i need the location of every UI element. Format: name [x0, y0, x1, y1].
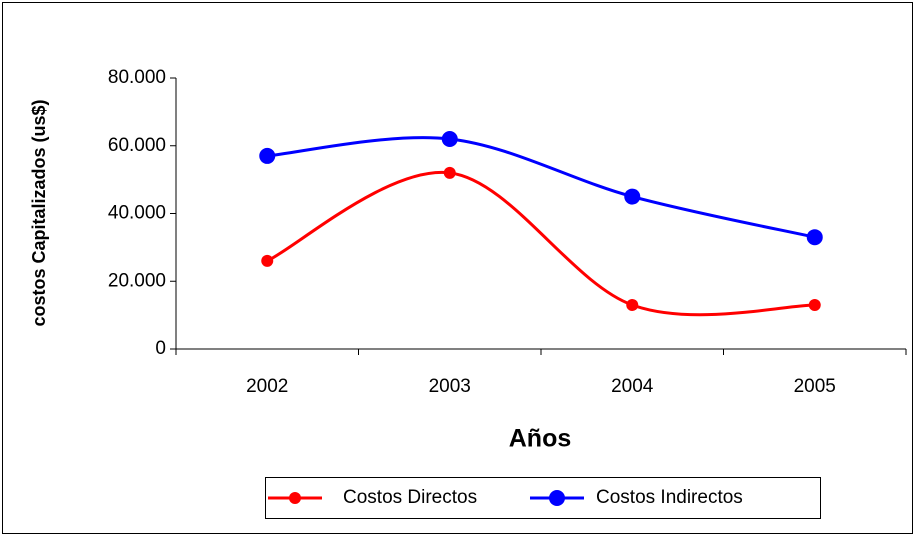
y-tick-label: 80.000: [108, 67, 166, 88]
y-axis-title: costos Capitalizados (us$): [29, 99, 49, 326]
series-line: [267, 136, 816, 239]
point: [441, 130, 458, 147]
x-axis-title: Años: [509, 425, 572, 453]
point: [808, 298, 821, 311]
x-tick-label: 2004: [611, 376, 654, 397]
series-line: [266, 171, 815, 317]
point: [443, 166, 456, 179]
x-tick-label: 2005: [794, 376, 836, 397]
x-tick-label: 2002: [246, 376, 288, 397]
point: [806, 229, 823, 246]
legend-label: Costos Indirectos: [596, 487, 743, 508]
point: [626, 298, 639, 311]
point: [261, 254, 274, 267]
y-tick-label: 60.000: [108, 135, 166, 156]
y-tick-label: 20.000: [108, 270, 166, 291]
legend-marker: [289, 492, 301, 504]
legend-label: Costos Directos: [343, 487, 477, 508]
x-tick-label: 2003: [429, 376, 471, 397]
y-tick-label: 40.000: [108, 203, 166, 224]
legend-marker: [549, 490, 565, 506]
point: [259, 147, 276, 164]
point: [624, 188, 641, 205]
y-tick-label: 0: [155, 338, 166, 359]
